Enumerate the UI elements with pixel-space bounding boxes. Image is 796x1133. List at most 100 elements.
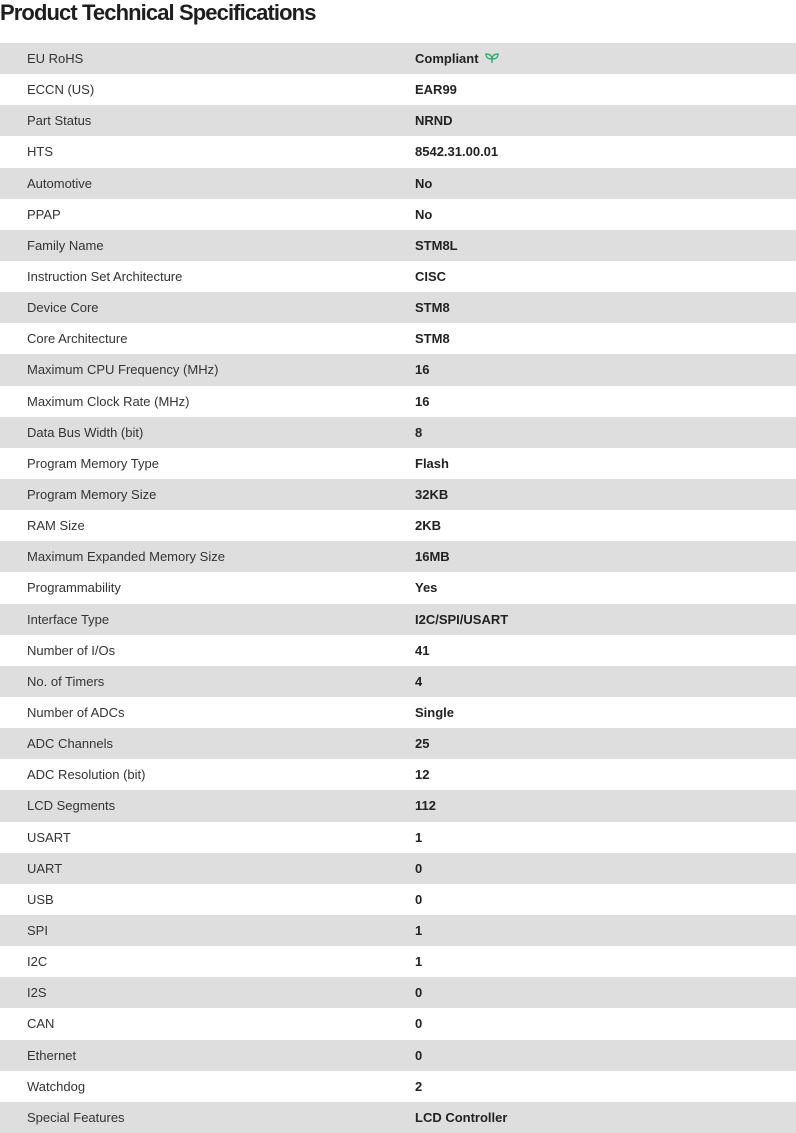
spec-label: Family Name (27, 237, 104, 253)
spec-label: Interface Type (27, 611, 110, 627)
spec-label: USB (27, 891, 54, 907)
spec-row: Data Bus Width (bit) 8 (0, 416, 796, 448)
spec-row: Maximum Expanded Memory Size 16MB (0, 541, 796, 573)
spec-row: Maximum Clock Rate (MHz) 16 (0, 386, 796, 417)
spec-row: ECCN (US) EAR99 (0, 74, 796, 105)
spec-value-text: I2C/SPI/USART (415, 611, 509, 627)
spec-row: USART 1 (0, 822, 796, 853)
spec-label: Data Bus Width (bit) (27, 424, 144, 440)
spec-value-text: CISC (415, 269, 447, 285)
spec-value-text: NRND (415, 113, 453, 129)
spec-value: STM8 (415, 292, 796, 323)
spec-row: Programmability Yes (0, 572, 796, 603)
spec-value: 112 (415, 790, 796, 821)
spec-row: Number of ADCs Single (0, 697, 796, 728)
spec-label: Program Memory Size (27, 487, 157, 503)
spec-value: 12 (415, 759, 796, 790)
spec-value: 0 (415, 853, 796, 884)
spec-value-text: 16MB (415, 549, 450, 565)
spec-label: Device Core (27, 300, 99, 316)
spec-label: ADC Channels (27, 736, 113, 752)
spec-row: Watchdog 2 (0, 1071, 796, 1102)
spec-row: Device Core STM8 (0, 292, 796, 324)
spec-value-text: STM8 (415, 331, 450, 347)
spec-value-text: 25 (415, 736, 430, 752)
spec-value-text: 12 (415, 767, 430, 783)
spec-label: CAN (27, 1016, 55, 1032)
spec-row: USB 0 (0, 884, 796, 915)
spec-value-text: 1 (415, 923, 423, 938)
spec-value: Single (415, 697, 796, 728)
spec-value: No (415, 199, 796, 230)
spec-label: Special Features (27, 1109, 125, 1125)
spec-row: ADC Channels 25 (0, 728, 796, 760)
spec-label: EU RoHS (27, 51, 84, 67)
spec-value: STM8 (415, 323, 796, 354)
spec-value: 4 (415, 666, 796, 697)
spec-value-text: STM8L (415, 237, 458, 253)
spec-value: 25 (415, 728, 796, 759)
spec-value: Yes (415, 572, 796, 603)
spec-value: EAR99 (415, 74, 796, 105)
spec-value: 0 (415, 1008, 796, 1039)
spec-label: Programmability (27, 580, 121, 596)
spec-value: 0 (415, 1040, 796, 1071)
spec-value: 41 (415, 635, 796, 666)
spec-value-text: Yes (415, 580, 438, 596)
spec-value-text: 1 (415, 829, 423, 845)
spec-value-text: 2 (415, 1078, 423, 1094)
spec-value: 1 (415, 915, 796, 946)
spec-label: Watchdog (27, 1078, 86, 1094)
spec-value: Flash (415, 448, 796, 479)
spec-label: ECCN (US) (27, 82, 95, 98)
spec-value: 1 (415, 946, 796, 977)
spec-value-text: 32KB (415, 487, 449, 503)
spec-value-text: Flash (415, 455, 449, 471)
spec-row: Family Name STM8L (0, 229, 796, 261)
spec-label: Core Architecture (27, 331, 128, 347)
spec-row: Number of I/Os 41 (0, 635, 796, 666)
spec-value-text: LCD Controller (415, 1109, 508, 1125)
spec-value-text: 0 (415, 860, 423, 876)
spec-row: HTS 8542.31.00.01 (0, 136, 796, 167)
spec-value: I2C/SPI/USART (415, 604, 796, 635)
spec-row: RAM Size 2KB (0, 510, 796, 541)
spec-value: CISC (415, 261, 796, 292)
spec-label: Maximum Clock Rate (MHz) (27, 393, 190, 409)
spec-label: Instruction Set Architecture (27, 269, 183, 285)
spec-label: Program Memory Type (27, 455, 159, 471)
spec-value-text: 41 (415, 642, 430, 658)
spec-row: PPAP No (0, 199, 796, 230)
spec-value-text: STM8 (415, 300, 450, 316)
spec-label: UART (27, 860, 63, 876)
spec-row: Program Memory Type Flash (0, 448, 796, 479)
spec-value-text: 2KB (415, 518, 442, 534)
spec-value-text: Compliant (415, 50, 479, 66)
spec-value-text: EAR99 (415, 82, 457, 98)
spec-value: 8 (415, 417, 796, 448)
spec-value: 1 (415, 822, 796, 853)
spec-row: Interface Type I2C/SPI/USART (0, 603, 796, 635)
spec-label: Number of ADCs (27, 705, 125, 721)
spec-value-text: 112 (415, 798, 436, 814)
spec-label: Part Status (27, 113, 92, 129)
spec-row: SPI 1 (0, 914, 796, 947)
spec-label: Number of I/Os (27, 642, 116, 658)
spec-value: 2 (415, 1071, 796, 1102)
spec-value: No (415, 168, 796, 199)
spec-value-text: 0 (415, 1016, 423, 1032)
spec-value: Compliant (415, 43, 796, 74)
spec-row: EU RoHS Compliant (0, 43, 796, 75)
spec-value-text: Single (415, 705, 455, 721)
spec-value: STM8L (415, 230, 796, 261)
spec-value-text: 16 (415, 362, 430, 378)
spec-row: Instruction Set Architecture CISC (0, 261, 796, 292)
spec-value: 0 (415, 884, 796, 915)
spec-value-text: 0 (415, 1047, 423, 1063)
spec-value: 8542.31.00.01 (415, 136, 796, 167)
spec-label: I2C (27, 954, 48, 970)
spec-label: LCD Segments (27, 798, 116, 814)
spec-value-text: 4 (415, 673, 423, 689)
spec-label: USART (27, 829, 71, 845)
spec-row: LCD Segments 112 (0, 790, 796, 822)
